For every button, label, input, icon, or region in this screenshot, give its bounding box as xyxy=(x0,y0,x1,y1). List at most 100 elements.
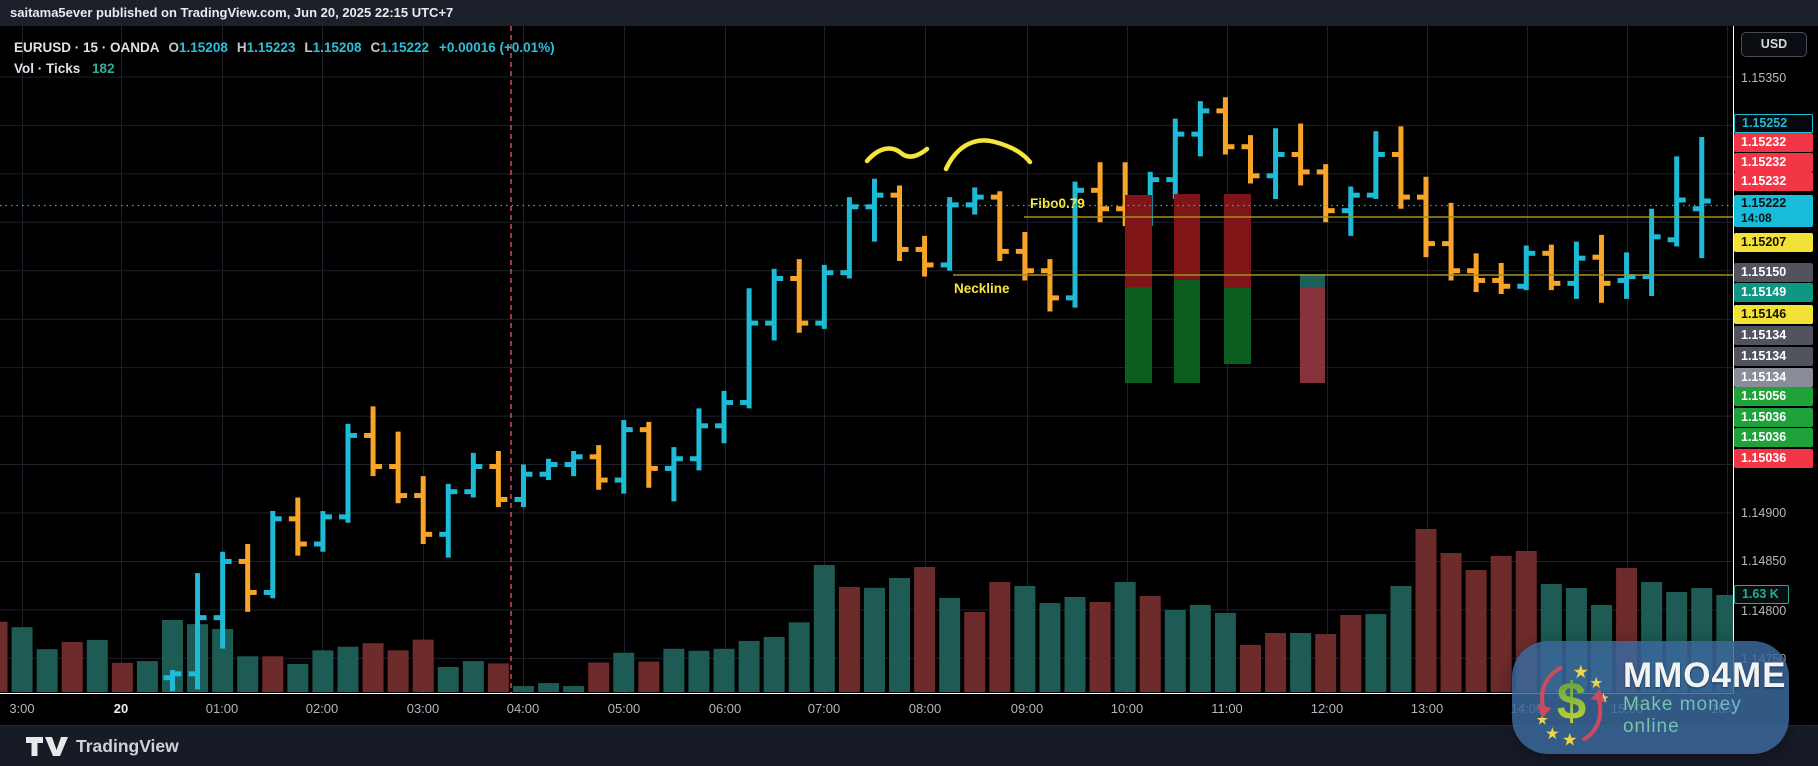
ohlc-bar xyxy=(439,483,458,558)
publish-bar: saitama5ever published on TradingView.co… xyxy=(0,0,1818,26)
ohlc-key: O xyxy=(168,40,180,55)
price-label: 1.15232 xyxy=(1734,152,1813,172)
volume-bar xyxy=(688,650,710,692)
ohlc-bar xyxy=(790,259,809,333)
long-position-upper-box[interactable] xyxy=(1300,274,1325,288)
ohlc-bar xyxy=(539,458,558,481)
ohlc-bar xyxy=(1266,128,1285,200)
ohlc-bar xyxy=(188,573,207,690)
ohlc-bar xyxy=(1040,259,1059,312)
volume-value: 182 xyxy=(92,61,115,76)
svg-text:★: ★ xyxy=(1545,725,1560,743)
ohlc-value: 1.15208 xyxy=(312,40,362,55)
volume-bar xyxy=(1265,633,1287,692)
volume-bar xyxy=(638,661,660,692)
volume-bar xyxy=(61,642,83,692)
currency-button[interactable]: USD xyxy=(1741,32,1807,57)
short-position-lower-box[interactable] xyxy=(1224,288,1251,364)
ohlc-bar xyxy=(1391,126,1410,209)
time-label: 06:00 xyxy=(708,701,742,716)
volume-bar xyxy=(1465,569,1487,692)
ohlc-bar xyxy=(940,197,959,271)
volume-bar xyxy=(287,664,309,692)
price-label: 1.15149 xyxy=(1734,282,1813,302)
watermark-title: MMO4ME xyxy=(1622,655,1787,695)
volume-bar xyxy=(889,578,911,692)
brush-arc-drawing[interactable] xyxy=(943,138,1033,172)
price-label: 1.15134 xyxy=(1734,346,1813,366)
ohlc-bar xyxy=(664,447,683,502)
price-label: 1.15134 xyxy=(1734,367,1813,387)
ohlc-bar xyxy=(464,452,483,498)
time-label: 03:00 xyxy=(406,701,440,716)
ohlc-bar xyxy=(1642,208,1661,296)
price-label: 1.15134 xyxy=(1734,325,1813,345)
volume-bar xyxy=(212,628,234,692)
volume-bar xyxy=(1415,529,1437,692)
brush-arc-drawing[interactable] xyxy=(864,146,930,164)
volume-bar xyxy=(11,627,33,692)
volume-bar xyxy=(1089,602,1111,692)
tradingview-logo-icon[interactable] xyxy=(26,733,68,759)
ohlc-bar xyxy=(614,419,633,494)
ohlc-bar xyxy=(364,406,383,477)
current-price-label: 1.15222 14:08 xyxy=(1734,195,1813,227)
short-position-upper-box[interactable] xyxy=(1174,194,1200,280)
ohlc-bar xyxy=(1442,202,1461,281)
volume-bar xyxy=(914,567,936,692)
volume-bar xyxy=(1290,633,1312,692)
short-position-lower-box[interactable] xyxy=(1125,287,1152,383)
publish-text: saitama5ever published on TradingView.co… xyxy=(10,5,454,20)
short-position-upper-box[interactable] xyxy=(1224,194,1251,288)
mmo4me-watermark: ★ ★ ★ ★ ★ ★ $ MMO4ME Make money online xyxy=(1512,641,1789,754)
volume-bar xyxy=(136,661,158,692)
volume-bars xyxy=(0,529,1733,692)
price-label: 1.15146 xyxy=(1734,304,1813,324)
time-scale[interactable]: 3:00 20 01:00 02:00 03:00 04:00 05:00 06:00 07:0… xyxy=(0,695,1733,723)
price-label: 1.63 K xyxy=(1734,584,1789,604)
volume-bar xyxy=(788,622,810,692)
drawing-label[interactable]: Neckline xyxy=(954,281,1010,296)
watermark-subtitle: Make money online xyxy=(1623,694,1789,738)
volume-bar xyxy=(36,649,58,692)
volume-bar xyxy=(1365,614,1387,692)
volume-bar xyxy=(1490,555,1512,692)
change-value: +0.00016 (+0.01%) xyxy=(439,40,555,55)
ohlc-bar xyxy=(1216,97,1235,155)
ohlc-bar xyxy=(1517,245,1536,291)
ohlc-bar xyxy=(1341,186,1360,236)
svg-text:★: ★ xyxy=(1536,712,1549,728)
ohlc-value: 1.15222 xyxy=(380,40,430,55)
ohlc-bar xyxy=(840,197,859,279)
ohlc-bar xyxy=(514,464,533,508)
volume-bar xyxy=(1240,644,1261,692)
short-position-lower-box[interactable] xyxy=(1174,280,1200,383)
long-position-lower-box[interactable] xyxy=(1300,288,1325,383)
volume-bar xyxy=(237,656,259,692)
tradingview-logo-text[interactable]: TradingView xyxy=(76,735,179,756)
volume-bar xyxy=(1039,603,1061,692)
ohlc-key: H xyxy=(236,40,247,55)
cycle-arrows-icon xyxy=(1539,665,1603,741)
ohlc-bar xyxy=(1091,162,1110,223)
volume-bar xyxy=(663,648,685,692)
price-label: 1.15036 xyxy=(1734,427,1813,447)
ohlc-bar xyxy=(1191,101,1210,157)
pane-group: Fibo0.79 Neckline xyxy=(0,26,1733,693)
arrow-head-up xyxy=(1590,688,1606,703)
short-position-upper-box[interactable] xyxy=(1125,195,1152,287)
volume-bar xyxy=(1114,582,1136,692)
drawing-label[interactable]: Fibo0.79 xyxy=(1030,196,1085,211)
price-tick: 1.14850 xyxy=(1741,554,1787,568)
ohlc-bar xyxy=(865,178,884,242)
volume-bar xyxy=(111,662,133,692)
time-label: 11:00 xyxy=(1211,701,1243,716)
ohlc-bar xyxy=(238,544,257,612)
price-scale[interactable]: USD 1.153501.149001.148501.148001.147501… xyxy=(1734,26,1818,694)
ohlc-bar xyxy=(1692,137,1711,259)
volume-bar xyxy=(362,643,384,692)
time-label: 09:00 xyxy=(1010,701,1044,716)
volume-bar xyxy=(487,663,509,692)
